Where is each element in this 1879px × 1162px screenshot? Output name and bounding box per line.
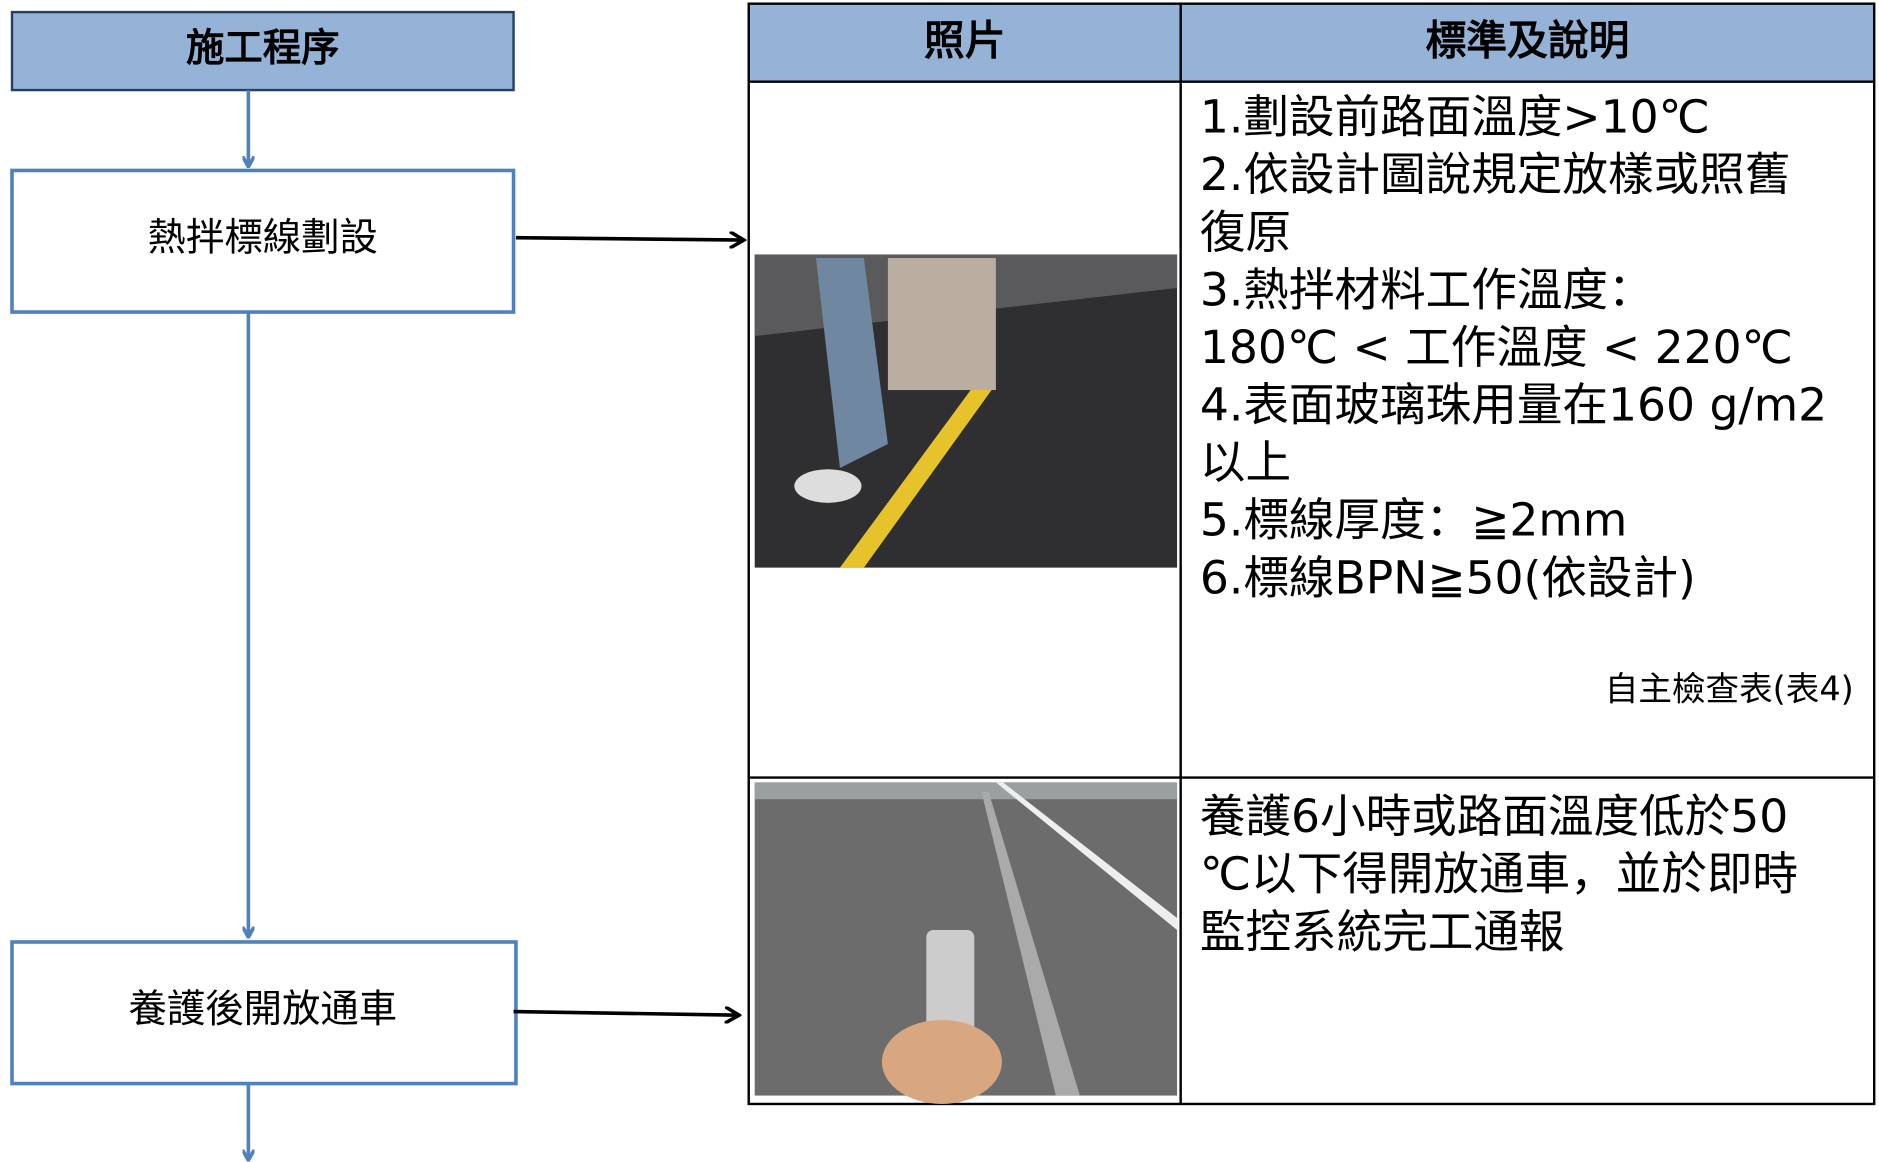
step-label: 熱拌標線劃設 (148, 216, 378, 261)
standard-line: 養護6小時或路面溫度低於50 (1200, 790, 1788, 843)
standard-line: 180℃ < 工作溫度 < 220℃ (1200, 321, 1793, 374)
standard-line: 5.標線厚度：≧2mm (1200, 494, 1627, 547)
table-border (747, 2, 1876, 1106)
table-header: 照片 (924, 16, 1006, 64)
standard-line: 3.熱拌材料工作溫度： (1200, 263, 1654, 316)
standard-line: 2.依設計圖說規定放樣或照舊 (1200, 148, 1790, 201)
flow-header-box (10, 10, 515, 92)
step-box (10, 168, 516, 314)
standard-line: 6.標線BPN≧50(依設計) (1200, 551, 1696, 604)
table-header: 標準及說明 (1425, 16, 1629, 64)
standard-line: 以上 (1200, 436, 1291, 489)
standard-line: 復原 (1200, 206, 1291, 259)
standards-text: 1.劃設前路面溫度>10℃2.依設計圖說規定放樣或照舊復原3.熱拌材料工作溫度：… (1200, 91, 1827, 605)
step-box (10, 940, 518, 1086)
step-label: 養護後開放通車 (128, 987, 397, 1032)
link-arrow (513, 1012, 740, 1016)
link-arrow (515, 238, 744, 240)
note: 自主檢查表(表4) (1605, 670, 1854, 709)
photo (754, 782, 1178, 1104)
standard-line: ℃以下得開放通車，並於即時 (1200, 848, 1798, 901)
standard-line: 1.劃設前路面溫度>10℃ (1200, 91, 1710, 144)
standard-line: 4.表面玻璃珠用量在160 g/m2 (1200, 379, 1827, 432)
standard-line: 監控系統完工通報 (1200, 905, 1565, 958)
photo (754, 254, 1178, 568)
flow-header: 施工程序 (186, 26, 340, 71)
table-header-bg (748, 3, 1875, 82)
